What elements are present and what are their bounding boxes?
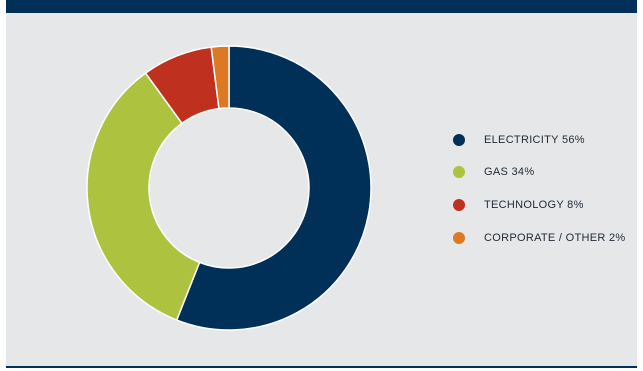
legend-label-electricity: ELECTRICITY 56% xyxy=(484,134,585,146)
legend-label-technology: TECHNOLOGY 8% xyxy=(484,199,584,211)
donut-slice-gas xyxy=(86,72,201,322)
legend-item-electricity: ELECTRICITY 56% xyxy=(453,132,585,148)
legend-item-technology: TECHNOLOGY 8% xyxy=(453,197,584,213)
donut-slice-corporate-other xyxy=(210,45,230,110)
legend-item-corporate-other: CORPORATE / OTHER 2% xyxy=(453,230,625,246)
chart-panel: ELECTRICITY 56% GAS 34% TECHNOLOGY 8% CO… xyxy=(6,0,637,368)
header-bar xyxy=(6,0,637,13)
legend-dot-electricity xyxy=(453,134,465,146)
donut-chart xyxy=(86,45,372,331)
legend-label-gas: GAS 34% xyxy=(484,166,535,178)
legend-item-gas: GAS 34% xyxy=(453,164,534,180)
footer-line xyxy=(6,366,637,368)
legend-label-corporate-other: CORPORATE / OTHER 2% xyxy=(484,232,626,244)
legend-dot-corporate-other xyxy=(453,232,465,244)
donut-slice-electricity xyxy=(175,45,372,331)
legend-dot-technology xyxy=(453,199,465,211)
legend-dot-gas xyxy=(453,166,465,178)
